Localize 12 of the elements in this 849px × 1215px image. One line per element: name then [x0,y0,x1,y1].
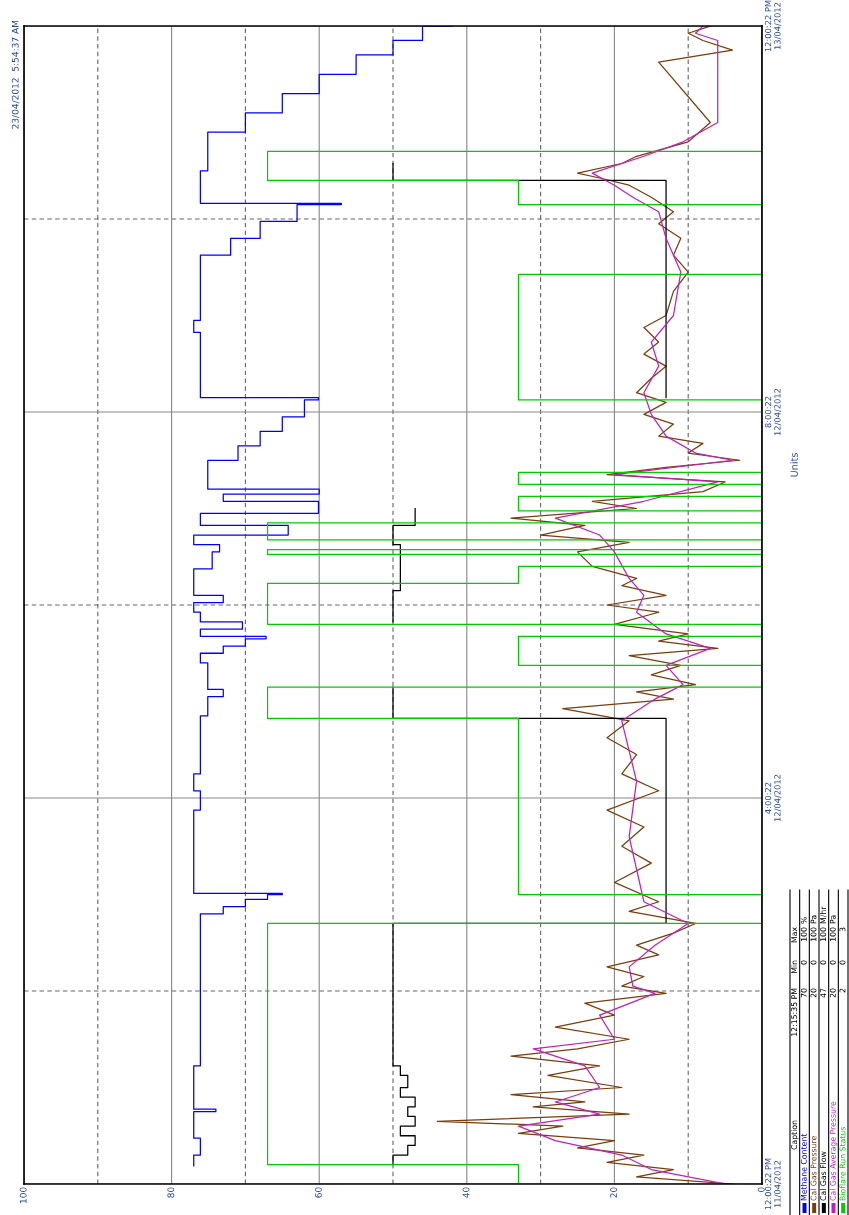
x-tick-label: 80 [167,1187,175,1198]
x-tick-label: 40 [462,1187,470,1198]
y-tick-label: 4:00:22 12/04/2012 [764,774,782,822]
x-tick-label: 20 [610,1187,618,1198]
x-tick-label: 0 [757,1187,765,1192]
y-tick-label: 8:00:22 12/04/2012 [764,388,782,436]
x-tick-label: 60 [314,1187,322,1198]
y-tick-label: 12:00:22 PM 13/04/2012 [764,0,782,52]
y-tick-label: 12:00:22 PM 11/04/2012 [764,1158,782,1210]
y-axis-title: Units [790,453,798,477]
text: 23/04/2012 5:54:37 AM [11,20,20,129]
x-tick-label: 100 [19,1187,27,1204]
